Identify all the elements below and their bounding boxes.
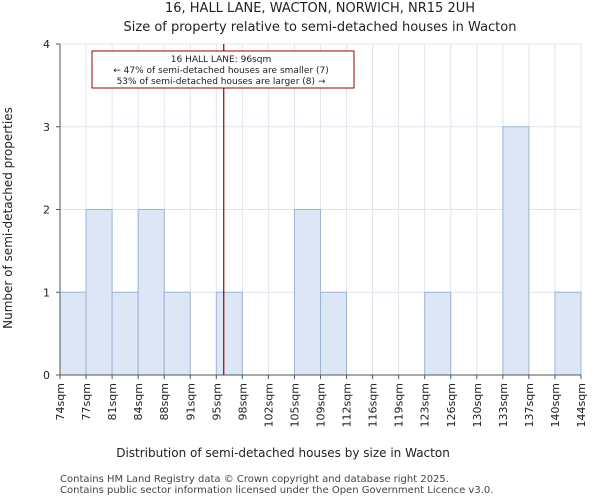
x-tick-label: 116sqm xyxy=(367,383,380,427)
x-tick-label: 126sqm xyxy=(445,383,458,427)
x-tick-label: 137sqm xyxy=(523,383,536,427)
x-tick-label: 109sqm xyxy=(315,383,328,427)
axes: 0 1 2 3 4 74sqm 77sqm 81sqm 84sqm 88sqm 91sqm 95sqm… xyxy=(43,38,588,427)
footer-line-2: Contains public sector information licen… xyxy=(60,485,494,496)
y-tick-label: 0 xyxy=(43,369,50,382)
x-tick-label: 133sqm xyxy=(497,383,510,427)
bar xyxy=(554,291,582,376)
bar xyxy=(59,291,87,376)
x-tick-label: 119sqm xyxy=(393,383,406,427)
bar xyxy=(215,291,243,376)
y-tick-label: 4 xyxy=(43,38,50,51)
x-tick-label: 144sqm xyxy=(575,383,588,427)
x-tick-label: 84sqm xyxy=(132,383,145,420)
y-axis-label: Number of semi-detached properties xyxy=(1,107,15,329)
x-tick-label: 102sqm xyxy=(262,383,275,427)
annotation-line: 53% of semi-detached houses are larger (… xyxy=(117,77,326,87)
bar xyxy=(502,126,530,376)
bar xyxy=(320,291,348,376)
y-tick-label: 3 xyxy=(43,121,50,134)
x-tick-label: 123sqm xyxy=(419,383,432,427)
x-tick-label: 140sqm xyxy=(549,383,562,427)
x-tick-label: 105sqm xyxy=(288,383,301,427)
bar xyxy=(424,291,452,376)
bar xyxy=(137,209,165,376)
chart-title: 16, HALL LANE, WACTON, NORWICH, NR15 2UH xyxy=(165,1,475,16)
property-marker: 16 HALL LANE: 96sqm← 47% of semi-detache… xyxy=(91,44,355,375)
x-tick-label: 77sqm xyxy=(80,383,93,420)
chart-subtitle: Size of property relative to semi-detach… xyxy=(124,20,517,35)
x-tick-label: 112sqm xyxy=(341,383,354,427)
x-tick-label: 74sqm xyxy=(54,383,67,420)
y-tick-label: 1 xyxy=(43,286,50,299)
x-axis-label: Distribution of semi-detached houses by … xyxy=(116,446,450,460)
bar xyxy=(111,291,139,376)
bar xyxy=(85,209,113,376)
y-tick-label: 2 xyxy=(43,204,50,217)
annotation-box xyxy=(91,50,355,89)
bar xyxy=(163,291,191,376)
x-tick-label: 98sqm xyxy=(236,383,249,420)
x-tick-label: 88sqm xyxy=(158,383,171,420)
x-tick-label: 95sqm xyxy=(210,383,223,420)
annotation-line: 16 HALL LANE: 96sqm xyxy=(171,55,271,65)
x-tick-label: 81sqm xyxy=(106,383,119,420)
bar xyxy=(293,209,322,376)
annotation-line: ← 47% of semi-detached houses are smalle… xyxy=(113,66,329,76)
x-tick-label: 130sqm xyxy=(471,383,484,427)
x-tick-label: 91sqm xyxy=(184,383,197,420)
footer-line-1: Contains HM Land Registry data © Crown c… xyxy=(60,474,449,485)
